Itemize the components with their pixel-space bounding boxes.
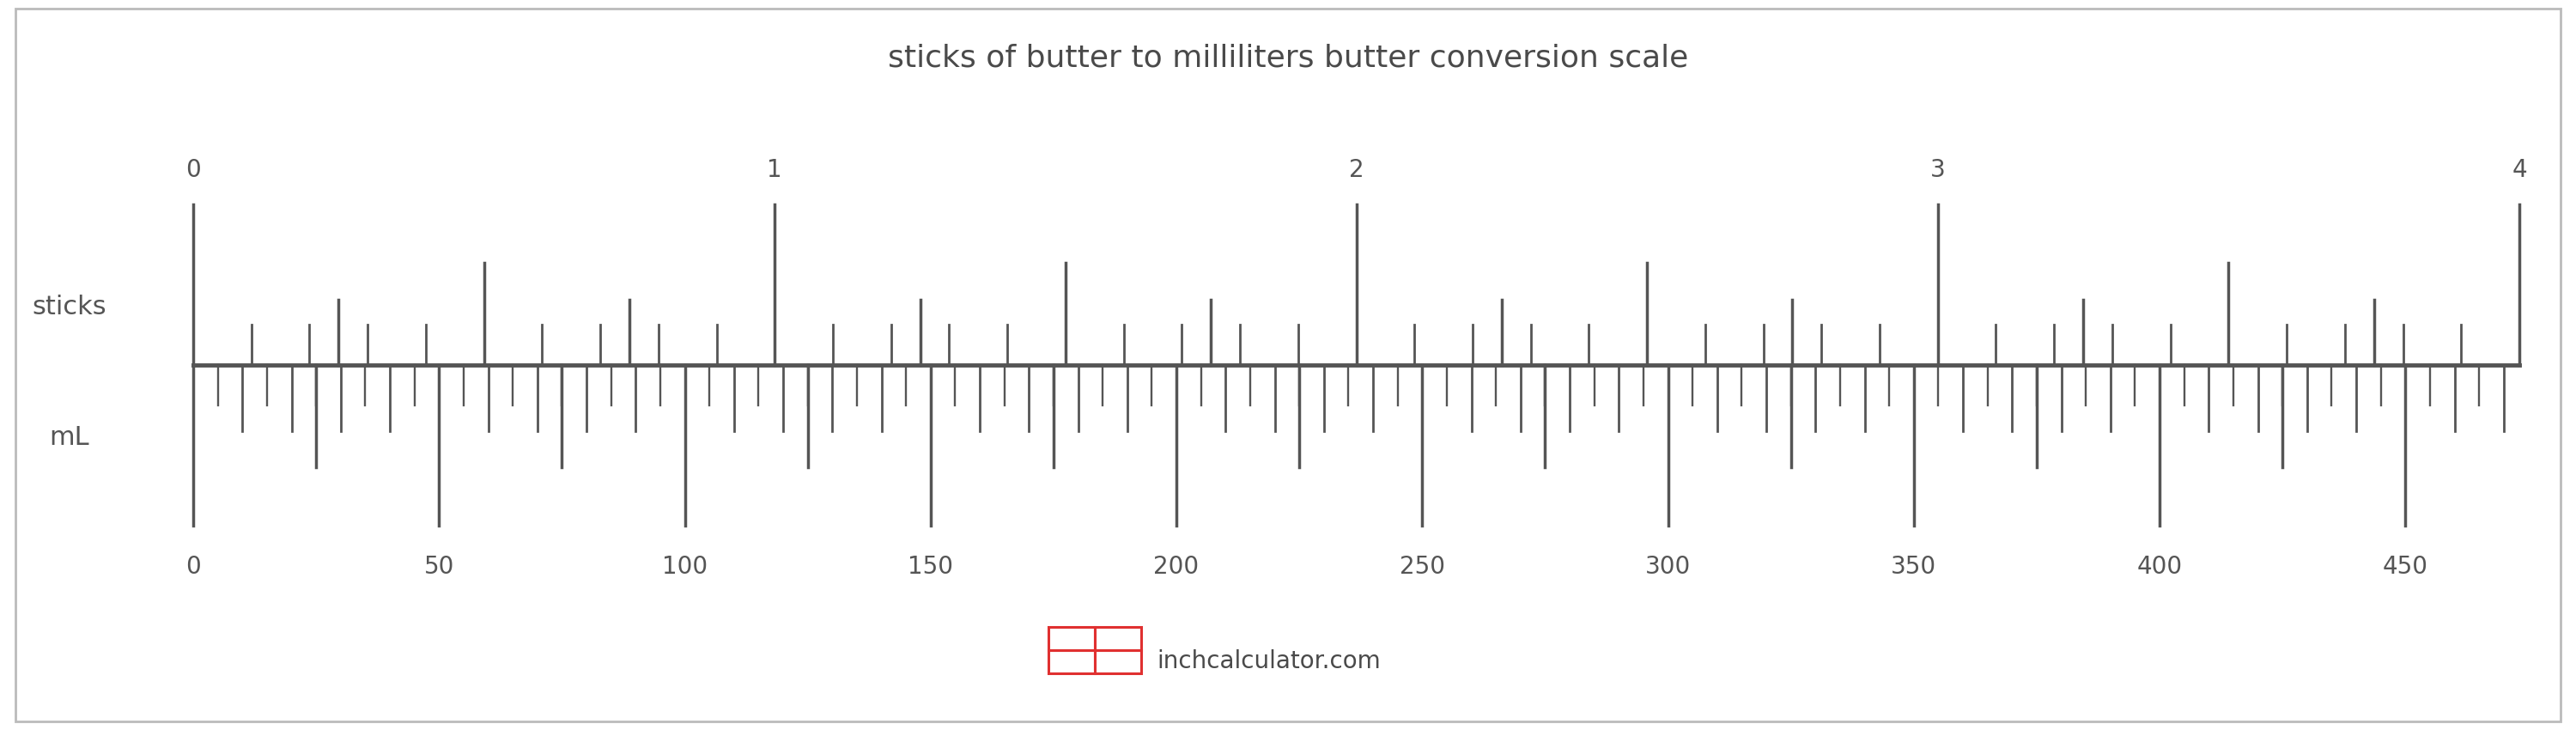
Text: 4: 4 [2512,158,2527,182]
Text: 400: 400 [2136,555,2182,579]
Text: 50: 50 [425,555,453,579]
Text: sticks of butter to milliliters butter conversion scale: sticks of butter to milliliters butter c… [889,44,1687,73]
Text: inchcalculator.com: inchcalculator.com [1157,649,1381,673]
Bar [1048,650,1095,673]
Text: 3: 3 [1929,158,1945,182]
Bar [1095,626,1141,650]
Text: 100: 100 [662,555,708,579]
Text: sticks: sticks [33,294,106,319]
Text: 250: 250 [1399,555,1445,579]
Text: 0: 0 [185,158,201,182]
Text: mL: mL [49,426,90,450]
Text: 200: 200 [1154,555,1200,579]
Text: 150: 150 [907,555,953,579]
Text: 350: 350 [1891,555,1937,579]
Bar [1095,650,1141,673]
Text: 0: 0 [185,555,201,579]
Text: 2: 2 [1350,158,1363,182]
Text: 300: 300 [1646,555,1690,579]
Text: 450: 450 [2383,555,2429,579]
Text: 1: 1 [768,158,783,182]
Bar [1048,626,1095,650]
